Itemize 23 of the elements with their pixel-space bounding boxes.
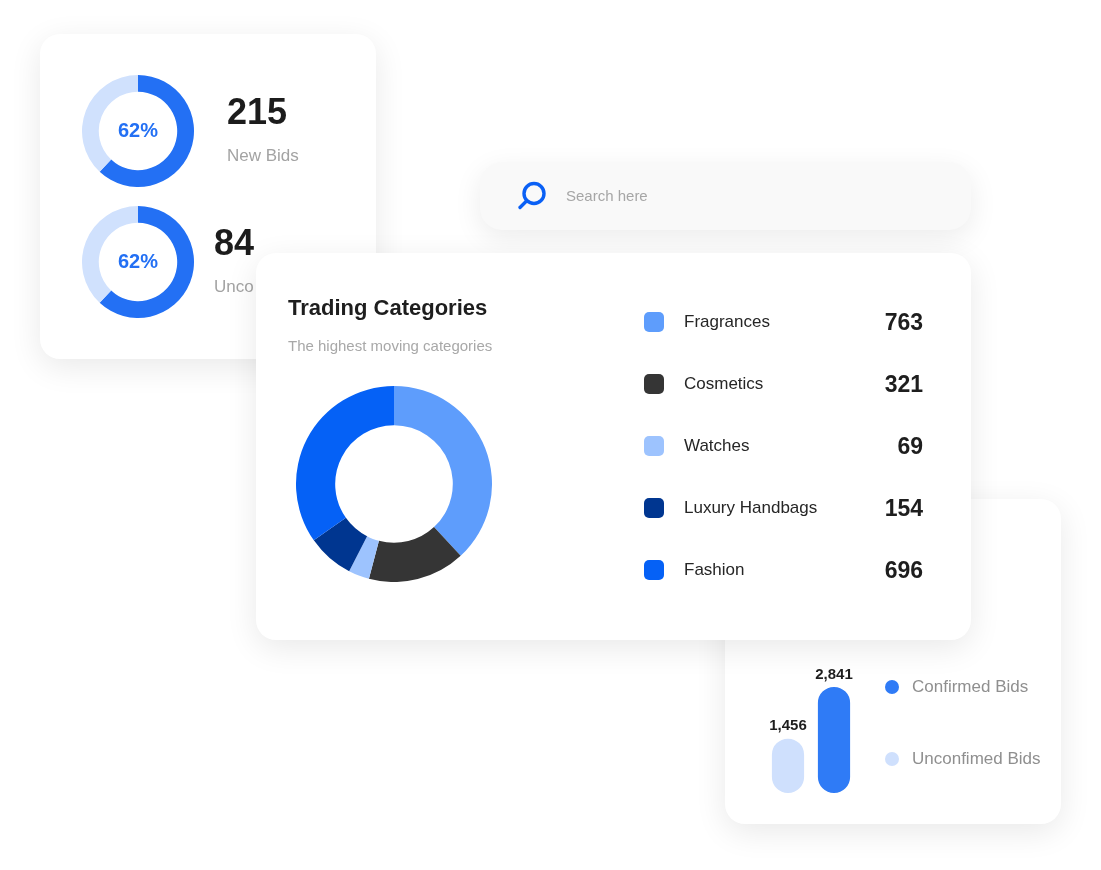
data-label: 696 <box>884 556 923 584</box>
legend-label: Unconfimed Bids <box>912 749 1041 769</box>
text: 84 <box>214 222 255 263</box>
data-label: 2,841 <box>815 664 853 682</box>
legend-label: Watches <box>684 436 751 456</box>
legend-label: Cosmetics <box>684 374 765 394</box>
data-label: 1,456 <box>769 716 807 734</box>
legend-label: Confirmed Bids <box>912 677 1029 697</box>
data-label: 321 <box>884 370 923 398</box>
text: The highest moving categories <box>288 337 493 354</box>
data-label: 763 <box>884 308 923 336</box>
data-label: 69 <box>897 432 923 460</box>
data-label: 62% <box>117 249 159 272</box>
text: New Bids <box>227 146 299 165</box>
legend-label: Fragrances <box>684 312 771 332</box>
legend-label: Luxury Handbags <box>684 498 819 518</box>
chart-title: Trading Categories <box>288 295 488 320</box>
legend-label: Fashion <box>684 560 746 580</box>
text: 215 <box>227 91 289 132</box>
text: Unco <box>214 277 255 296</box>
data-label: 154 <box>884 494 923 522</box>
data-label: 62% <box>117 118 159 141</box>
text: Search here <box>566 187 648 204</box>
